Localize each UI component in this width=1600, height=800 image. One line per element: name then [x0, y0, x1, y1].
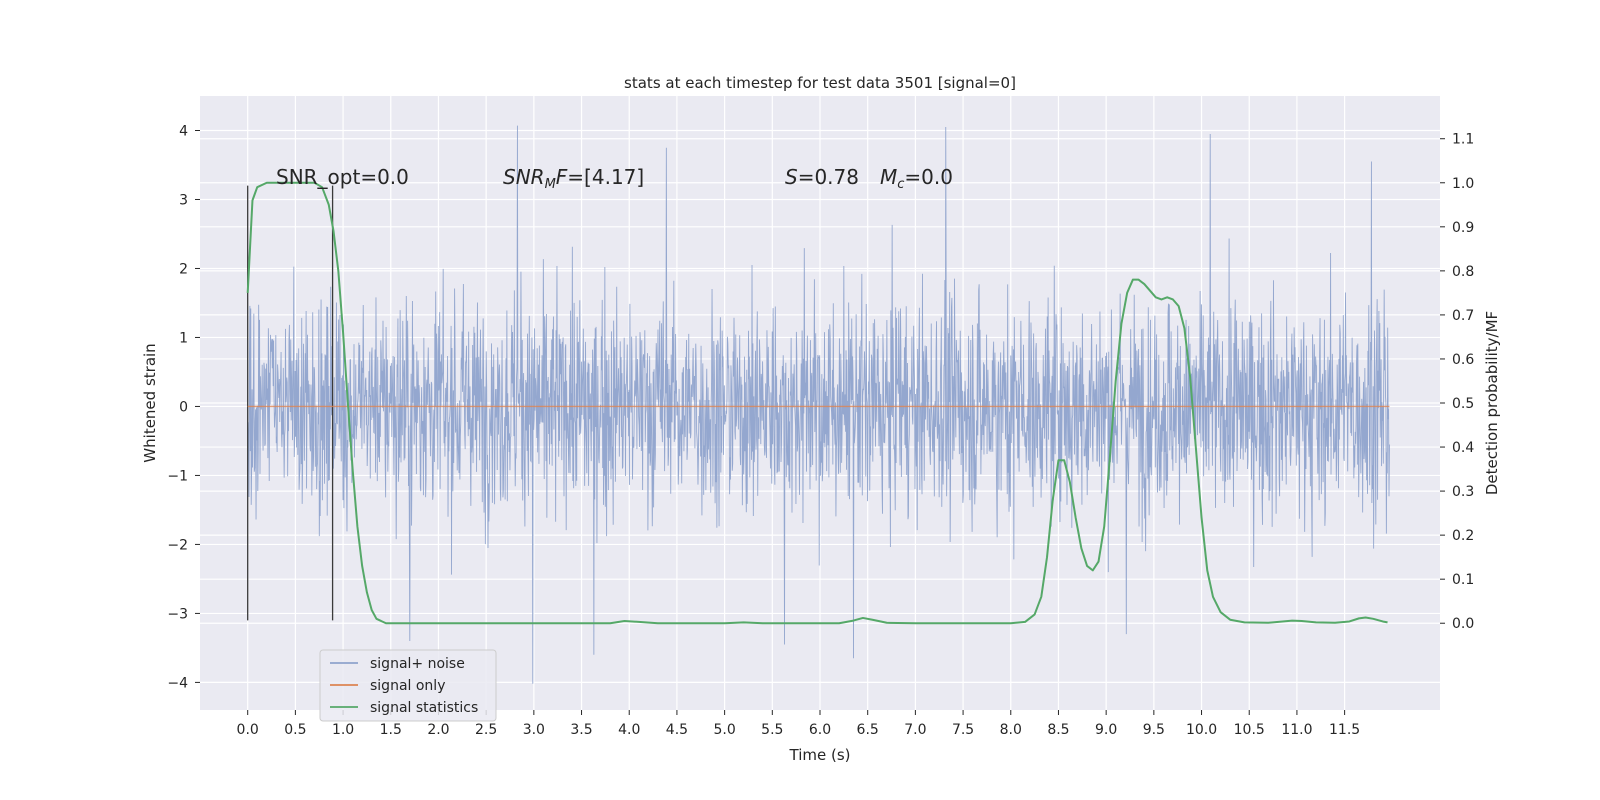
y-axis-label: Whitened strain [141, 343, 159, 462]
annotation-mc: Mc=0.0 [880, 165, 953, 192]
x-tick-label: 7.5 [952, 722, 974, 738]
annotation-mc-value: =0.0 [904, 165, 953, 189]
y-tick-label: 2 [179, 261, 188, 277]
vertical-markers [247, 185, 334, 621]
x-tick-label: 8.5 [1047, 722, 1069, 738]
x-tick-label: 9.5 [1143, 722, 1165, 738]
annotation-snr-mf-sub: M [545, 177, 556, 192]
x-tick-label: 5.0 [713, 722, 735, 738]
y2-tick-label: 0.5 [1452, 396, 1474, 412]
y2-tick-label: 0.3 [1452, 484, 1474, 500]
x-tick-label: 7.0 [904, 722, 926, 738]
x-tick-label: 4.0 [618, 722, 640, 738]
y2-axis-label: Detection probability/MF [1483, 311, 1501, 495]
y-ticks: −4 −3 −2 −1 0 1 2 3 4 [167, 123, 200, 691]
y-tick-label: 0 [179, 399, 188, 415]
annotation-snr-mf-var: SNR [503, 165, 545, 189]
legend-label-statistics: signal statistics [370, 700, 478, 716]
y2-tick-label: 0.0 [1452, 616, 1474, 632]
y2-tick-label: 0.1 [1452, 572, 1474, 588]
x-tick-label: 1.5 [380, 722, 402, 738]
chart-title: stats at each timestep for test data 350… [624, 74, 1016, 92]
stats-layer [246, 181, 1388, 625]
x-tick-label: 11.5 [1329, 722, 1360, 738]
legend-label-noise: signal+ noise [370, 656, 465, 672]
annotation-s-value: =0.78 [798, 165, 859, 189]
x-ticks: 0.0 0.5 1.0 1.5 2.0 2.5 3.0 3.5 4.0 4.5 5.0 5.5 6.0 6… [237, 710, 1360, 738]
x-tick-label: 2.5 [475, 722, 497, 738]
x-tick-label: 0.0 [237, 722, 259, 738]
series-noise-line [247, 125, 1390, 684]
y-tick-label: −2 [167, 537, 188, 553]
legend-label-signal-only: signal only [370, 678, 445, 694]
y2-tick-label: 0.7 [1452, 308, 1474, 324]
annotation-mc-var: M [880, 165, 897, 189]
y2-tick-label: 0.8 [1452, 264, 1474, 280]
x-tick-label: 2.0 [427, 722, 449, 738]
y-tick-label: 1 [179, 330, 188, 346]
legend: signal+ noise signal only signal statist… [319, 649, 497, 722]
y-tick-label: −3 [167, 606, 188, 622]
annotation-snr-mf: SNRMF=[4.17] [503, 165, 644, 192]
x-tick-label: 1.0 [332, 722, 354, 738]
y2-tick-label: 1.1 [1452, 132, 1474, 148]
x-tick-label: 0.5 [284, 722, 306, 738]
noise-layer [247, 125, 1390, 684]
y-tick-label: −4 [167, 675, 188, 691]
x-tick-label: 11.0 [1281, 722, 1312, 738]
x-tick-label: 4.5 [666, 722, 688, 738]
y-tick-label: 4 [179, 123, 188, 139]
annotation-snr-mf-value: =[4.17] [567, 165, 644, 189]
annotation-s: S=0.78 [785, 165, 859, 189]
legend-box [319, 649, 497, 722]
x-tick-label: 8.0 [1000, 722, 1022, 738]
x-tick-label: 6.5 [857, 722, 879, 738]
x-axis-label: Time (s) [789, 746, 851, 764]
x-tick-label: 5.5 [761, 722, 783, 738]
x-tick-label: 6.0 [809, 722, 831, 738]
y2-tick-label: 1.0 [1452, 176, 1474, 192]
annotation-snr-opt: SNR_opt=0.0 [276, 165, 409, 189]
x-tick-label: 3.0 [523, 722, 545, 738]
x-tick-label: 10.5 [1234, 722, 1265, 738]
x-tick-label: 3.5 [570, 722, 592, 738]
y2-tick-label: 0.9 [1452, 220, 1474, 236]
y-tick-label: −1 [167, 468, 188, 484]
x-tick-label: 9.0 [1095, 722, 1117, 738]
y-tick-label: 3 [179, 192, 188, 208]
annotation-mc-sub: c [897, 177, 904, 192]
y2-tick-label: 0.4 [1452, 440, 1474, 456]
y2-tick-label: 0.6 [1452, 352, 1474, 368]
annotation-s-var: S [785, 165, 798, 189]
annotation-snr-mf-rest: F [556, 165, 568, 189]
y2-ticks: 0.0 0.1 0.2 0.3 0.4 0.5 0.6 0.7 0.8 0.9 1.0 1.1 [1440, 132, 1474, 632]
series-statistics-line [246, 181, 1388, 625]
y2-tick-label: 0.2 [1452, 528, 1474, 544]
x-tick-label: 10.0 [1186, 722, 1217, 738]
